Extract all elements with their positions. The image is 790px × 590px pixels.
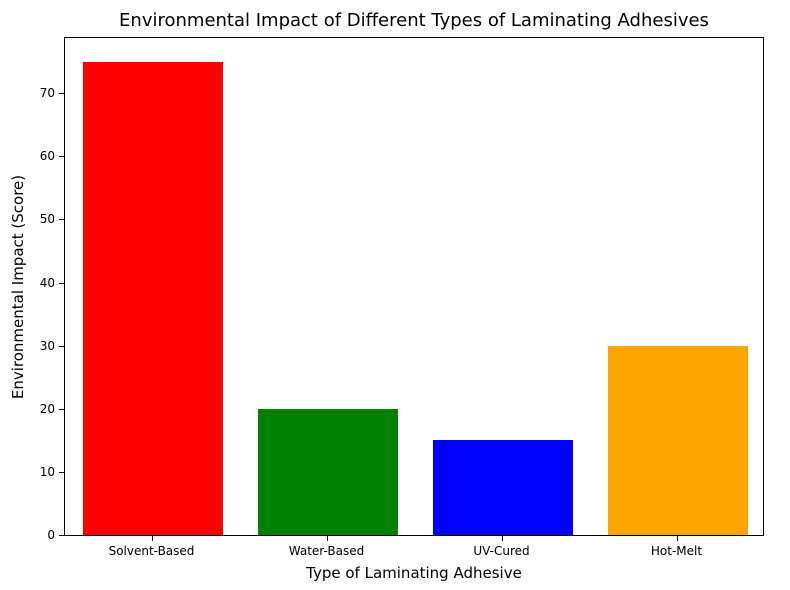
y-tick-label: 0	[47, 528, 55, 542]
x-tick-label-solvent-based: Solvent-Based	[108, 544, 195, 558]
x-tick-mark	[501, 536, 503, 541]
bar-water-based	[257, 408, 398, 535]
bar-hot-melt	[607, 345, 748, 535]
bar-solvent-based	[82, 61, 223, 535]
x-tick-mark	[676, 536, 678, 541]
y-tick-mark	[59, 471, 64, 473]
y-tick-label: 30	[39, 338, 55, 353]
y-tick-label: 10	[39, 464, 55, 479]
y-tick-label: 20	[39, 401, 55, 416]
x-tick-label-hot-melt: Hot-Melt	[650, 544, 703, 558]
y-tick-label: 60	[39, 149, 55, 164]
chart-title: Environmental Impact of Different Types …	[119, 10, 709, 31]
plot-area	[64, 37, 764, 536]
x-tick-mark	[151, 536, 153, 541]
y-tick-label: 40	[39, 275, 55, 290]
y-tick-mark	[59, 282, 64, 284]
y-tick-label: 50	[39, 212, 55, 227]
y-tick-mark	[59, 156, 64, 158]
y-tick-mark	[59, 408, 64, 410]
x-tick-mark	[326, 536, 328, 541]
x-tick-label-uv-cured: UV-Cured	[473, 544, 530, 558]
bar-uv-cured	[432, 440, 573, 535]
y-tick-mark	[59, 219, 64, 221]
x-axis-label: Type of Laminating Adhesive	[306, 564, 522, 582]
y-tick-mark	[59, 93, 64, 95]
y-tick-mark	[59, 535, 64, 536]
x-tick-label-water-based: Water-Based	[288, 544, 365, 558]
y-tick-mark	[59, 345, 64, 347]
y-tick-label: 70	[39, 86, 55, 101]
